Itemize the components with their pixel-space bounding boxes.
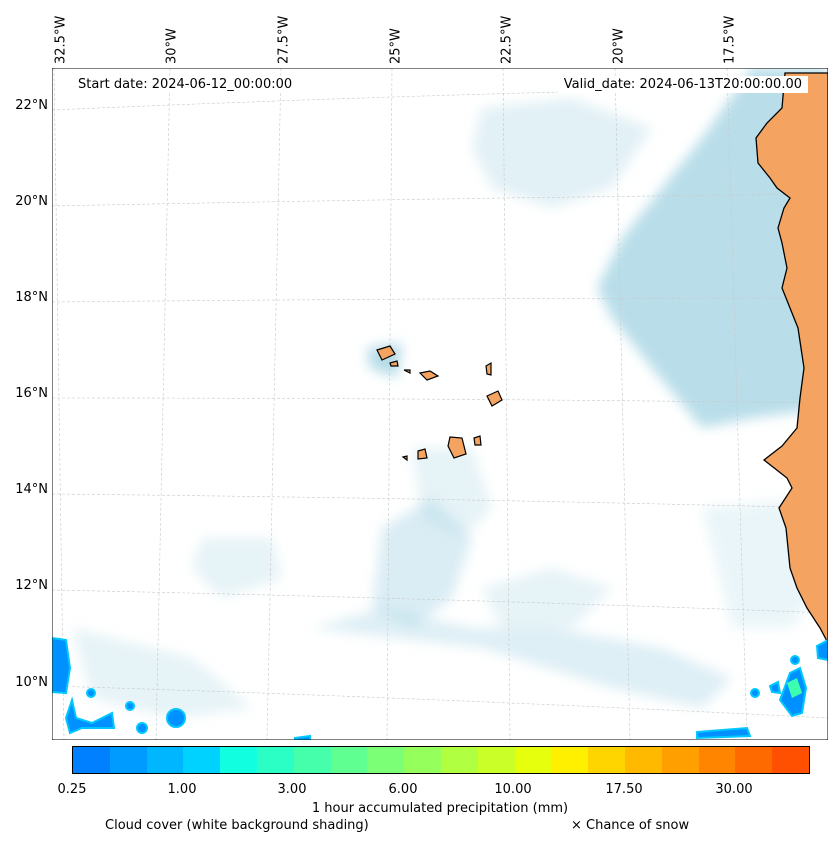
colorbar-segment bbox=[367, 747, 405, 773]
map-panel bbox=[52, 68, 828, 740]
lon-label-20w: 20°W bbox=[611, 28, 627, 64]
colorbar-tick-1-00: 1.00 bbox=[167, 782, 197, 797]
colorbar-title: 1 hour accumulated precipitation (mm) bbox=[311, 801, 569, 816]
lat-label-22n: 22°N bbox=[15, 98, 48, 113]
lon-label-32-5w: 32.5°W bbox=[53, 15, 69, 64]
lon-label-25w: 25°W bbox=[388, 28, 404, 64]
colorbar-segment bbox=[404, 747, 441, 773]
cloud-cover-legend: Cloud cover (white background shading) bbox=[105, 818, 369, 833]
colorbar-tick-6-00: 6.00 bbox=[388, 782, 418, 797]
snow-legend: × Chance of snow bbox=[571, 818, 690, 833]
lat-label-14n: 14°N bbox=[15, 482, 48, 497]
colorbar-segment bbox=[220, 747, 257, 773]
colorbar-segment bbox=[514, 747, 552, 773]
precipitation-moderate bbox=[787, 678, 802, 698]
colorbar-segment bbox=[183, 747, 221, 773]
colorbar-segment bbox=[551, 747, 589, 773]
colorbar-segment bbox=[73, 747, 110, 773]
colorbar-segment bbox=[330, 747, 368, 773]
lon-label-27-5w: 27.5°W bbox=[276, 15, 292, 64]
graticule bbox=[52, 68, 828, 740]
lon-label-17-5w: 17.5°W bbox=[722, 15, 738, 64]
colorbar-segment bbox=[109, 747, 147, 773]
lon-label-30w: 30°W bbox=[164, 28, 180, 64]
colorbar-segment bbox=[256, 747, 294, 773]
colorbar-segment bbox=[477, 747, 515, 773]
lat-label-18n: 18°N bbox=[15, 290, 48, 305]
colorbar-segment bbox=[698, 747, 736, 773]
colorbar-segment bbox=[624, 747, 662, 773]
colorbar-tick-17-50: 17.50 bbox=[605, 782, 643, 797]
lat-label-12n: 12°N bbox=[15, 578, 48, 593]
precipitation-colorbar bbox=[72, 746, 810, 774]
lat-label-10n: 10°N bbox=[15, 675, 48, 690]
lat-label-16n: 16°N bbox=[15, 386, 48, 401]
colorbar-segment bbox=[735, 747, 773, 773]
colorbar-segment bbox=[588, 747, 625, 773]
valid-date-label: Valid_date: 2024-06-13T20:00:00.00 bbox=[557, 76, 808, 93]
colorbar-tick-3-00: 3.00 bbox=[277, 782, 307, 797]
lon-label-22-5w: 22.5°W bbox=[499, 15, 515, 64]
colorbar-segment bbox=[772, 747, 809, 773]
colorbar-segment bbox=[440, 747, 478, 773]
colorbar-tick-30-00: 30.00 bbox=[715, 782, 753, 797]
colorbar-tick-10-00: 10.00 bbox=[494, 782, 532, 797]
lat-label-20n: 20°N bbox=[15, 194, 48, 209]
cape-verde-islands bbox=[376, 345, 503, 462]
colorbar-tick-0-25: 0.25 bbox=[57, 782, 87, 797]
start-date-label: Start date: 2024-06-12_00:00:00 bbox=[72, 76, 299, 93]
colorbar-segment bbox=[293, 747, 331, 773]
colorbar-segment bbox=[146, 747, 184, 773]
africa-landmass bbox=[755, 72, 828, 644]
colorbar-segment bbox=[661, 747, 699, 773]
